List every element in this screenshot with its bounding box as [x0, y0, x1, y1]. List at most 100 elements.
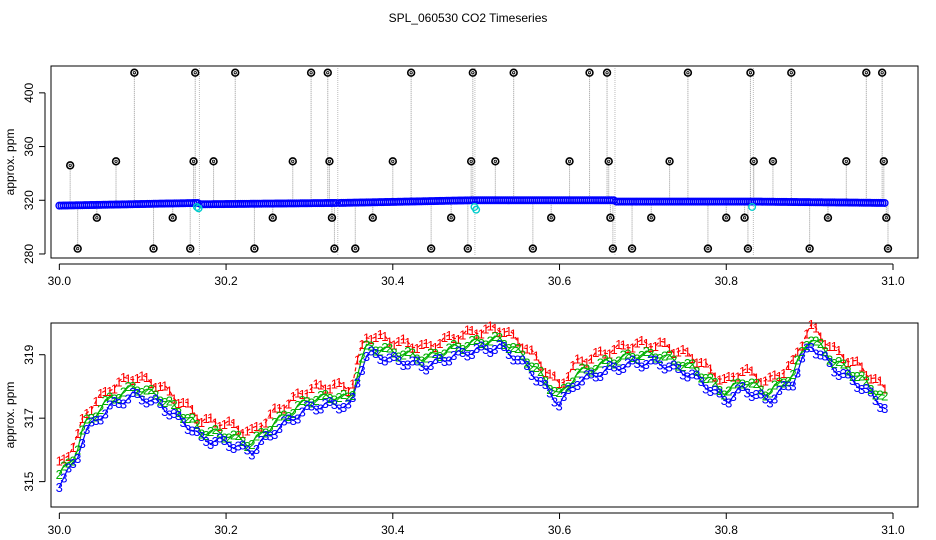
series-marker-2: 2	[395, 350, 402, 365]
spike-point-center	[706, 247, 710, 251]
spike-point	[585, 68, 594, 77]
series-marker-3: 3	[698, 374, 705, 389]
co2-raw-panel: approx. ppm 30.0 30.2 30.4 30.6 30.8 31.02803…	[3, 65, 919, 288]
series-marker-1: 1	[280, 402, 287, 417]
series-marker-3: 3	[519, 352, 526, 367]
series-marker-2: 2	[670, 353, 677, 368]
spike-point	[186, 244, 195, 253]
series-marker-3: 3	[377, 352, 384, 367]
series-marker-1: 1	[390, 337, 397, 352]
series-marker-2: 2	[734, 376, 741, 391]
series-marker-1: 1	[629, 340, 636, 355]
spike-point-center	[667, 159, 672, 163]
series-marker-2: 2	[312, 393, 319, 408]
series-marker-3: 3	[170, 406, 177, 421]
series-marker-1: 1	[620, 338, 627, 353]
series-marker-3: 3	[143, 396, 150, 411]
series-marker-1: 1	[578, 354, 585, 369]
series-marker-1: 1	[739, 364, 746, 379]
series-marker-3: 3	[216, 431, 223, 446]
series-marker-1: 1	[776, 369, 783, 384]
series-marker-1: 1	[487, 318, 494, 333]
series-marker-2: 2	[505, 341, 512, 356]
series-marker-2: 2	[588, 364, 595, 379]
series-marker-2: 2	[179, 411, 186, 426]
series-marker-2: 2	[853, 369, 860, 384]
series-marker-3: 3	[400, 358, 407, 373]
series-marker-2: 2	[500, 337, 507, 352]
series-marker-2: 2	[688, 357, 695, 372]
spike-point	[882, 213, 891, 222]
x-tick-label: 30.2	[214, 274, 238, 288]
series-line-1	[59, 322, 886, 462]
series-marker-3: 3	[684, 369, 691, 384]
series-marker-2: 2	[647, 346, 654, 361]
chart-title: SPL_060530 CO2 Timeseries	[389, 11, 548, 25]
series-marker-3: 3	[840, 366, 847, 381]
series-marker-2: 2	[166, 394, 173, 409]
series-marker-2: 2	[413, 351, 420, 366]
series-marker-1: 1	[147, 376, 154, 391]
series-marker-3: 3	[381, 354, 388, 369]
series-marker-3: 3	[427, 358, 434, 373]
series-marker-1: 1	[863, 368, 870, 383]
series-marker-3: 3	[785, 379, 792, 394]
series-marker-3: 3	[853, 380, 860, 395]
series-marker-1: 1	[551, 368, 558, 383]
series-marker-2: 2	[510, 340, 517, 355]
series-marker-2: 2	[624, 346, 631, 361]
series-marker-1: 1	[257, 420, 264, 435]
series-marker-1: 1	[491, 321, 498, 336]
series-marker-1: 1	[358, 337, 365, 352]
panel2-marks: 1111111111111111111111111111111111111111…	[56, 317, 889, 495]
spike-point-center	[748, 71, 753, 75]
series-marker-3: 3	[161, 404, 168, 419]
series-marker-1: 1	[560, 376, 567, 391]
series-marker-2: 2	[244, 439, 251, 454]
series-marker-1: 1	[312, 377, 319, 392]
series-marker-3: 3	[102, 407, 109, 422]
series-marker-3: 3	[202, 434, 209, 449]
series-marker-1: 1	[202, 411, 209, 426]
series-marker-1: 1	[725, 369, 732, 384]
series-marker-2: 2	[193, 417, 200, 432]
x-tick-label: 31.0	[881, 274, 905, 288]
spike-point	[65, 161, 75, 170]
series-marker-1: 1	[340, 379, 347, 394]
series-marker-1: 1	[872, 371, 879, 386]
x-tick-label: 30.4	[381, 523, 405, 537]
series-marker-1: 1	[56, 454, 63, 469]
series-marker-3: 3	[65, 460, 72, 475]
spike-point-center	[449, 216, 453, 220]
series-marker-1: 1	[299, 387, 306, 402]
series-marker-1: 1	[193, 412, 200, 427]
series-marker-1: 1	[60, 452, 67, 467]
spike-point-center	[882, 159, 886, 163]
series-marker-1: 1	[812, 321, 819, 336]
series-marker-1: 1	[189, 402, 196, 417]
spike-point	[111, 157, 121, 166]
series-marker-2: 2	[464, 339, 471, 354]
spike-point-center	[724, 216, 728, 220]
series-marker-3: 3	[500, 339, 507, 354]
series-marker-1: 1	[106, 384, 113, 399]
spike-point-center	[68, 163, 72, 167]
series-marker-2: 2	[322, 387, 329, 402]
series-marker-2: 2	[436, 349, 443, 364]
spike-point-center	[252, 247, 257, 251]
series-marker-3: 3	[510, 353, 517, 368]
series-marker-2: 2	[294, 398, 301, 413]
series-marker-1: 1	[817, 330, 824, 345]
series-marker-3: 3	[147, 393, 154, 408]
series-marker-3: 3	[317, 401, 324, 416]
series-marker-3: 3	[679, 367, 686, 382]
series-marker-2: 2	[601, 352, 608, 367]
series-marker-3: 3	[262, 428, 269, 443]
series-marker-2: 2	[285, 409, 292, 424]
x-tick-label: 30.6	[548, 523, 572, 537]
series-marker-3: 3	[546, 386, 553, 401]
series-marker-3: 3	[817, 348, 824, 363]
series-marker-3: 3	[514, 353, 521, 368]
series-marker-2: 2	[798, 344, 805, 359]
